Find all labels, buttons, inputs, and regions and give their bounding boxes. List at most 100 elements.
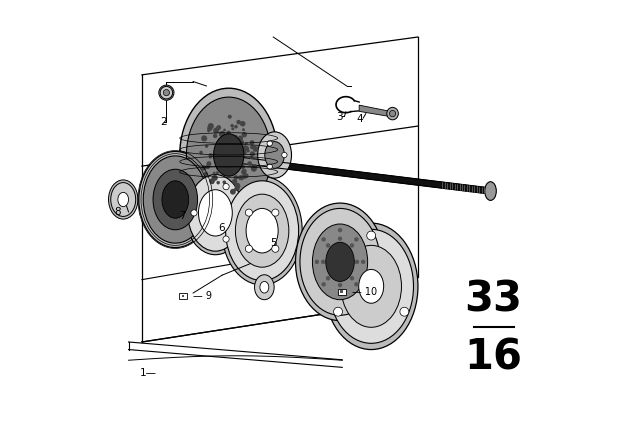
Circle shape (400, 307, 409, 316)
Circle shape (335, 264, 339, 268)
Circle shape (222, 144, 228, 150)
Circle shape (218, 165, 221, 168)
Circle shape (342, 260, 347, 264)
Ellipse shape (236, 194, 289, 267)
Circle shape (242, 174, 247, 179)
Circle shape (321, 282, 326, 287)
Circle shape (233, 146, 239, 152)
Circle shape (390, 111, 396, 116)
Circle shape (214, 154, 220, 159)
Ellipse shape (139, 151, 212, 248)
Circle shape (207, 126, 212, 131)
Ellipse shape (214, 134, 244, 176)
Circle shape (213, 134, 218, 138)
Ellipse shape (198, 190, 232, 236)
Circle shape (220, 149, 224, 154)
Circle shape (245, 245, 252, 252)
Circle shape (251, 166, 257, 172)
Bar (182, 295, 184, 297)
Ellipse shape (341, 246, 401, 327)
Circle shape (326, 243, 330, 248)
Circle shape (209, 178, 215, 184)
Circle shape (202, 165, 207, 171)
Circle shape (227, 130, 230, 134)
Circle shape (236, 120, 241, 125)
Circle shape (231, 127, 234, 130)
Ellipse shape (484, 182, 496, 200)
Circle shape (243, 145, 247, 150)
Circle shape (204, 172, 208, 177)
Circle shape (191, 210, 197, 216)
Circle shape (201, 135, 207, 142)
Circle shape (220, 131, 225, 137)
Ellipse shape (324, 223, 418, 349)
Circle shape (250, 151, 255, 156)
Circle shape (272, 209, 279, 216)
Circle shape (228, 146, 232, 150)
Circle shape (210, 180, 214, 184)
Circle shape (236, 161, 239, 164)
Circle shape (361, 260, 365, 264)
Circle shape (234, 125, 238, 129)
Circle shape (335, 255, 339, 260)
Ellipse shape (111, 183, 136, 216)
Circle shape (327, 260, 332, 264)
Text: 5: 5 (270, 238, 276, 248)
Ellipse shape (186, 97, 271, 213)
Circle shape (207, 161, 211, 166)
Ellipse shape (300, 208, 380, 315)
Circle shape (232, 148, 234, 151)
Circle shape (214, 129, 216, 132)
Circle shape (224, 143, 229, 149)
Circle shape (338, 274, 342, 279)
Circle shape (237, 185, 241, 188)
Circle shape (250, 140, 254, 145)
Circle shape (236, 186, 239, 190)
Circle shape (219, 132, 224, 137)
Text: 2: 2 (160, 116, 166, 127)
Circle shape (235, 140, 241, 146)
Circle shape (330, 270, 335, 275)
Ellipse shape (260, 281, 269, 293)
Circle shape (160, 86, 173, 99)
Circle shape (321, 260, 325, 264)
Circle shape (241, 132, 247, 138)
Circle shape (315, 260, 319, 264)
Circle shape (232, 179, 237, 184)
Ellipse shape (265, 142, 284, 168)
Bar (340, 290, 343, 293)
Polygon shape (233, 156, 487, 194)
Circle shape (245, 209, 252, 216)
Circle shape (225, 171, 229, 176)
Circle shape (239, 176, 244, 181)
Circle shape (333, 260, 338, 264)
Ellipse shape (162, 181, 189, 218)
Circle shape (221, 137, 227, 142)
Circle shape (225, 145, 230, 150)
Circle shape (226, 133, 232, 138)
Circle shape (216, 125, 221, 130)
Ellipse shape (153, 169, 198, 230)
Ellipse shape (118, 192, 129, 207)
Circle shape (338, 291, 342, 296)
Circle shape (253, 146, 259, 152)
Circle shape (252, 146, 256, 149)
Circle shape (208, 123, 214, 129)
Circle shape (243, 169, 246, 173)
Circle shape (267, 164, 273, 169)
Ellipse shape (180, 88, 278, 222)
Ellipse shape (226, 181, 299, 280)
Ellipse shape (188, 175, 243, 251)
Circle shape (338, 228, 342, 233)
Circle shape (321, 237, 326, 241)
Circle shape (350, 243, 354, 248)
Circle shape (231, 138, 236, 142)
Circle shape (243, 151, 247, 154)
Text: — 9: — 9 (193, 291, 212, 301)
Circle shape (338, 237, 342, 241)
Circle shape (225, 159, 230, 165)
Ellipse shape (185, 171, 246, 255)
Ellipse shape (326, 242, 355, 281)
Circle shape (241, 165, 245, 169)
Circle shape (246, 149, 250, 152)
